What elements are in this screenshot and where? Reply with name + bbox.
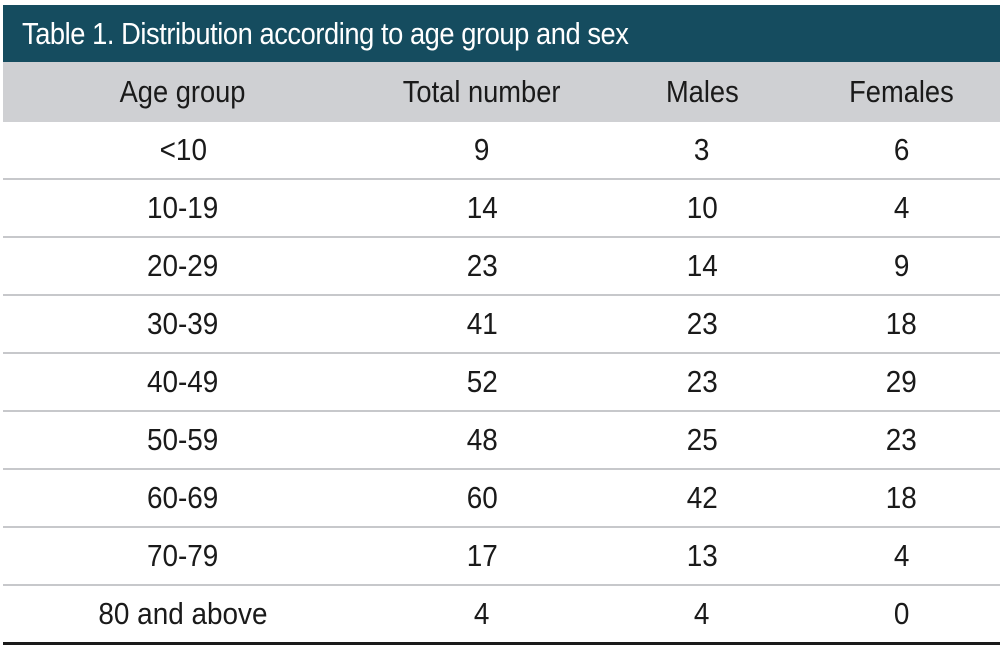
males-cell: 4 (601, 584, 803, 645)
age-group-cell: 30-39 (3, 294, 363, 353)
age-group-cell: 10-19 (3, 178, 363, 237)
age-group-cell: 20-29 (3, 236, 363, 295)
table-header: Age group Total number Males Females (3, 62, 1000, 122)
total-number-cell: 48 (363, 410, 601, 469)
males-cell: 10 (601, 178, 803, 237)
table-row: 20-29 23 14 9 (3, 236, 1000, 295)
total-number-cell: 52 (363, 352, 601, 411)
males-cell: 3 (694, 132, 710, 167)
total-number-cell: 23 (363, 236, 601, 295)
table-title-bar: Table 1. Distribution according to age g… (3, 5, 1000, 62)
total-number-cell: 41 (363, 294, 601, 353)
females-cell: 18 (803, 468, 1000, 527)
age-group-cell: 80 and above (3, 584, 363, 645)
females-cell: 0 (803, 584, 1000, 645)
females-cell: 9 (803, 236, 1000, 295)
table-row: 80 and above 4 4 0 (3, 584, 1000, 645)
total-number-cell: 4 (363, 584, 601, 645)
distribution-table: Age group Total number Males Females <10… (3, 62, 1000, 645)
table-body: <10 9 3 6 10-19 14 10 4 20-29 23 14 9 30… (3, 122, 1000, 645)
column-header-females: Females (803, 62, 1000, 122)
age-group-cell: 60-69 (3, 468, 363, 527)
females-cell: 4 (803, 178, 1000, 237)
table-row: 70-79 17 13 4 (3, 526, 1000, 585)
males-cell: 23 (601, 352, 803, 411)
table-row: 60-69 60 42 18 (3, 468, 1000, 527)
table-row: <10 9 3 6 (3, 122, 1000, 179)
males-cell: 42 (601, 468, 803, 527)
total-number-cell: 17 (363, 526, 601, 585)
females-cell: 18 (803, 294, 1000, 353)
table-row: 40-49 52 23 29 (3, 352, 1000, 411)
age-group-cell: 50-59 (3, 410, 363, 469)
males-cell: 13 (601, 526, 803, 585)
table-row: 50-59 48 25 23 (3, 410, 1000, 469)
column-header-males: Males (601, 62, 803, 122)
females-cell: 4 (803, 526, 1000, 585)
table-row: 30-39 41 23 18 (3, 294, 1000, 353)
females-cell: 29 (803, 352, 1000, 411)
age-group-cell: <10 (159, 132, 207, 167)
males-cell: 14 (601, 236, 803, 295)
table-title: Table 1. Distribution according to age g… (22, 15, 629, 51)
age-group-cell: 70-79 (3, 526, 363, 585)
females-cell: 6 (893, 132, 910, 167)
females-cell: 23 (803, 410, 1000, 469)
males-cell: 23 (601, 294, 803, 353)
total-number-cell: 60 (363, 468, 601, 527)
column-header-age-group: Age group (3, 62, 363, 122)
age-group-cell: 40-49 (3, 352, 363, 411)
males-cell: 25 (601, 410, 803, 469)
total-number-cell: 9 (474, 132, 490, 167)
header-row: Age group Total number Males Females (3, 62, 1000, 122)
table-row: 10-19 14 10 4 (3, 178, 1000, 237)
column-header-total-number: Total number (363, 62, 601, 122)
total-number-cell: 14 (363, 178, 601, 237)
